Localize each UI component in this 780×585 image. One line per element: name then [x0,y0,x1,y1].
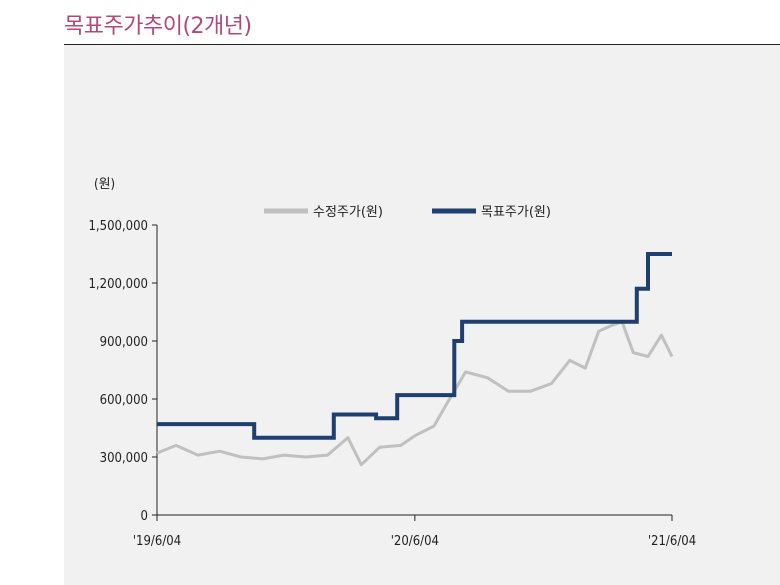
y-tick-label: 1,200,000 [88,277,148,292]
y-tick-label: 1,500,000 [88,219,148,234]
page-title: 목표주가추이(2개년) [64,14,252,39]
y-tick-label: 0 [141,509,148,524]
x-tick-label: '19/6/04 [133,534,181,549]
series-line-adjusted-price [156,320,674,467]
legend: 수정주가(원) 목표주가(원) [264,205,551,220]
y-tick-label: 300,000 [100,451,148,466]
series-layer [156,252,674,467]
legend-label-target-price: 목표주가(원) [481,205,551,220]
x-axis: '19/6/04 '20/6/04 '21/6/04 [133,514,696,549]
chart-panel: (원) 수정주가(원) 목표주가(원) 1,500,000 1,200,000 90… [64,45,780,585]
y-axis-unit-label: (원) [94,177,115,192]
x-tick-label: '21/6/04 [648,534,696,549]
x-tick-label: '20/6/04 [391,534,439,549]
y-tick-label: 600,000 [100,393,148,408]
legend-label-adjusted-price: 수정주가(원) [313,205,383,220]
series-line-target-price [157,252,672,440]
price-chart: (원) 수정주가(원) 목표주가(원) 1,500,000 1,200,000 90… [88,177,696,549]
title-divider [64,44,780,45]
y-axis: 1,500,000 1,200,000 900,000 600,000 300,000 0 [88,219,158,524]
y-tick-label: 900,000 [100,335,148,350]
